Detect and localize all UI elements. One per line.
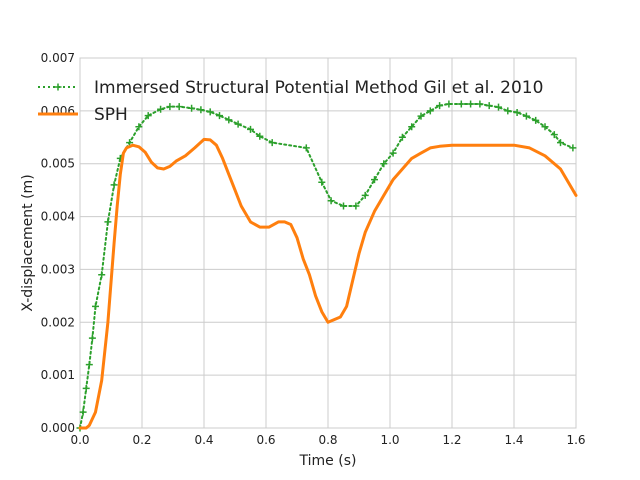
data-point-marker bbox=[256, 132, 264, 140]
x-tick-label: 0.2 bbox=[132, 433, 151, 447]
data-point-marker bbox=[522, 112, 530, 120]
data-point-marker bbox=[92, 302, 99, 310]
data-point-marker bbox=[104, 218, 112, 226]
data-point-marker bbox=[557, 139, 564, 147]
data-point-marker bbox=[247, 125, 254, 133]
data-point-marker bbox=[371, 176, 378, 184]
data-point-marker bbox=[98, 271, 106, 279]
data-point-marker bbox=[126, 139, 134, 147]
grid-lines bbox=[79, 57, 577, 429]
data-point-marker bbox=[144, 112, 152, 120]
data-point-marker bbox=[82, 384, 90, 392]
data-point-marker bbox=[485, 102, 493, 110]
x-axis-label: Time (s) bbox=[299, 453, 357, 469]
data-point-marker bbox=[225, 116, 233, 124]
data-point-marker bbox=[436, 102, 444, 110]
data-point-marker bbox=[110, 181, 118, 189]
legend: Immersed Structural Potential Method Gil… bbox=[38, 78, 543, 125]
data-point-marker bbox=[445, 100, 453, 108]
series-group bbox=[76, 100, 578, 432]
data-point-marker bbox=[268, 139, 276, 147]
data-point-marker bbox=[302, 144, 310, 152]
data-point-marker bbox=[389, 149, 397, 157]
x-tick-label: 0.0 bbox=[70, 433, 89, 447]
data-point-marker bbox=[206, 108, 214, 116]
x-tick-label: 0.8 bbox=[318, 433, 337, 447]
data-point-marker bbox=[504, 107, 512, 115]
data-point-marker bbox=[79, 408, 87, 416]
y-tick-label: 0.007 bbox=[41, 51, 75, 65]
data-point-marker bbox=[188, 104, 196, 112]
data-point-marker bbox=[340, 202, 347, 210]
data-point-marker bbox=[175, 103, 183, 111]
data-point-marker bbox=[234, 120, 242, 128]
y-axis-tick-labels: 0.000 0.001 0.002 0.003 0.004 0.005 0.006 0.007 bbox=[41, 51, 75, 435]
data-point-marker bbox=[85, 361, 93, 369]
x-tick-label: 1.6 bbox=[566, 433, 585, 447]
data-point-marker bbox=[476, 100, 484, 108]
data-point-marker bbox=[569, 144, 577, 152]
data-point-marker bbox=[541, 123, 549, 131]
data-point-marker bbox=[88, 334, 96, 342]
data-point-marker bbox=[417, 112, 425, 120]
y-tick-label: 0.004 bbox=[41, 210, 75, 224]
data-point-marker bbox=[197, 106, 205, 114]
y-axis-label: X-displacement (m) bbox=[20, 174, 36, 311]
x-tick-label: 1.4 bbox=[504, 433, 523, 447]
series-line-1 bbox=[78, 137, 578, 430]
data-point-marker bbox=[216, 112, 223, 120]
data-point-marker bbox=[426, 107, 434, 115]
data-point-marker bbox=[361, 191, 369, 199]
y-tick-label: 0.006 bbox=[41, 104, 75, 118]
legend-marker bbox=[54, 83, 62, 91]
x-tick-label: 1.0 bbox=[380, 433, 399, 447]
data-point-marker bbox=[166, 103, 174, 111]
legend-label-1: SPH bbox=[94, 105, 128, 125]
data-point-marker bbox=[408, 123, 416, 131]
data-point-marker bbox=[352, 202, 360, 210]
data-point-marker bbox=[318, 178, 326, 186]
y-tick-label: 0.000 bbox=[41, 421, 75, 435]
data-point-marker bbox=[380, 160, 388, 168]
data-point-marker bbox=[550, 131, 558, 139]
data-point-marker bbox=[532, 116, 540, 124]
data-point-marker bbox=[135, 123, 143, 131]
y-tick-label: 0.001 bbox=[41, 368, 75, 382]
x-tick-label: 0.6 bbox=[256, 433, 275, 447]
x-axis-tick-labels: 0.0 0.2 0.4 0.6 0.8 1.0 1.2 1.4 1.6 bbox=[70, 433, 585, 447]
data-point-marker bbox=[457, 100, 465, 108]
y-tick-label: 0.005 bbox=[41, 157, 75, 171]
data-point-marker bbox=[495, 103, 502, 111]
data-point-marker bbox=[398, 133, 406, 141]
legend-label-0: Immersed Structural Potential Method Gil… bbox=[94, 78, 543, 98]
data-point-marker bbox=[513, 108, 521, 116]
data-point-marker bbox=[157, 105, 165, 113]
x-tick-label: 0.4 bbox=[194, 433, 213, 447]
y-tick-label: 0.003 bbox=[41, 262, 75, 276]
data-point-marker bbox=[467, 100, 475, 108]
y-tick-label: 0.002 bbox=[41, 315, 75, 329]
data-point-marker bbox=[327, 197, 335, 205]
x-tick-label: 1.2 bbox=[442, 433, 461, 447]
